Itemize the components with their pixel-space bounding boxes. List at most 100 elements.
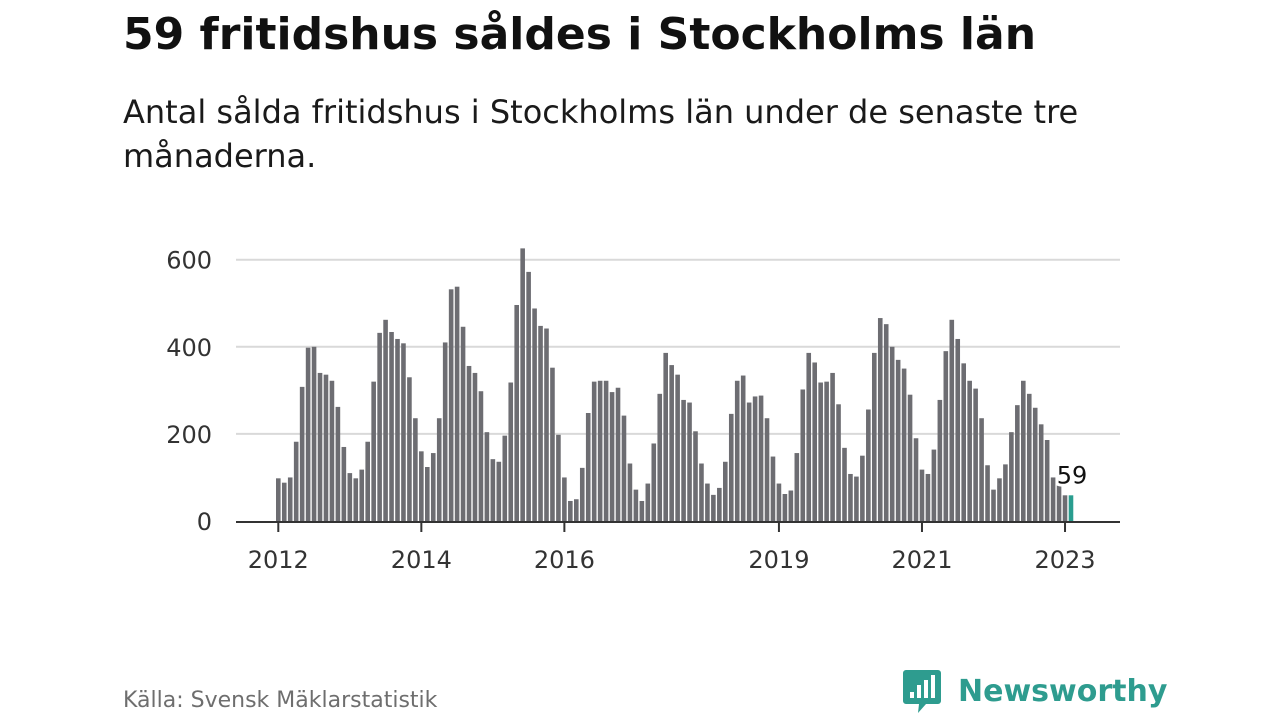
bar [633, 489, 639, 521]
bar [436, 418, 442, 521]
bar [913, 438, 919, 521]
x-axis [236, 521, 1120, 532]
bar [305, 347, 311, 521]
x-tick-label: 2016 [534, 546, 595, 574]
bar [550, 367, 555, 521]
bar [877, 318, 883, 521]
bar [532, 308, 537, 521]
bar [341, 446, 347, 521]
bar [675, 374, 680, 521]
bar [520, 248, 525, 521]
bar [919, 469, 925, 521]
bar [758, 395, 764, 521]
bar [746, 402, 752, 521]
bar [347, 473, 353, 521]
chart-title: 59 fritidshus såldes i Stockholms län [123, 9, 1037, 60]
bar [651, 443, 657, 521]
bar-chart: 0 200 400 600 2012 2014 2016 2019 2021 2023 59 [166, 247, 1120, 574]
bar [591, 381, 597, 521]
bar [603, 380, 609, 521]
bar [597, 380, 603, 521]
bar [407, 377, 412, 521]
bar [985, 465, 990, 521]
bar [1050, 477, 1056, 521]
bar [1062, 495, 1068, 521]
x-tick-label: 2023 [1034, 546, 1095, 574]
bar-chart-speech-bubble-icon [903, 670, 941, 713]
bar [717, 487, 722, 521]
bar [818, 382, 823, 521]
bar [1038, 424, 1044, 521]
bar [1026, 393, 1032, 521]
bar [335, 406, 341, 521]
bar [287, 477, 293, 521]
bar [907, 394, 913, 521]
brand-name: Newsworthy [958, 673, 1168, 709]
bar [383, 319, 388, 521]
bar [609, 392, 615, 521]
bar [460, 326, 466, 521]
bar [669, 365, 674, 521]
x-axis-tick-labels: 2012 2014 2016 2019 2021 2023 [248, 546, 1096, 574]
bar [740, 375, 746, 521]
bar [1003, 464, 1008, 521]
bar [997, 478, 1002, 521]
bar [484, 432, 490, 521]
chart-subtitle: Antal sålda fritidshus i Stockholms län … [123, 93, 1079, 175]
y-tick-label: 400 [166, 334, 212, 362]
newsworthy-logo[interactable]: Newsworthy [902, 668, 1167, 714]
bar [943, 351, 949, 521]
bar [615, 387, 621, 521]
bar [812, 362, 817, 521]
bar [872, 352, 877, 521]
bar [961, 363, 966, 521]
highlighted-bar [1068, 495, 1074, 521]
bar [752, 396, 758, 521]
bar [1021, 380, 1026, 521]
x-tick-label: 2019 [748, 546, 809, 574]
bar [585, 413, 591, 521]
bar [728, 413, 734, 521]
bar [991, 489, 996, 521]
bar [448, 289, 454, 521]
bar [538, 325, 543, 521]
bar [764, 418, 770, 521]
bar [824, 381, 829, 521]
x-tick-label: 2012 [248, 546, 309, 574]
bar [806, 352, 812, 521]
bar [389, 331, 394, 521]
bar [931, 449, 937, 521]
bar [299, 386, 305, 521]
bar [776, 483, 782, 521]
y-tick-label: 200 [166, 421, 212, 449]
bar [883, 324, 889, 521]
bar [544, 328, 549, 521]
bar [794, 453, 800, 521]
bar [502, 435, 508, 521]
bar [711, 494, 716, 521]
bar [472, 372, 478, 521]
bar-series [276, 248, 1074, 521]
bar [681, 399, 686, 521]
source-credit: Källa: Svensk Mäklarstatistik [123, 688, 438, 713]
x-tick-label: 2014 [391, 546, 452, 574]
y-axis-tick-labels: 0 200 400 600 [166, 247, 212, 536]
bar [770, 456, 776, 521]
bar [556, 434, 561, 521]
bar [645, 483, 651, 521]
bar [490, 459, 496, 521]
bar [514, 304, 519, 521]
bar [317, 372, 323, 521]
bar [395, 338, 400, 521]
bar [276, 478, 281, 521]
bar [627, 463, 633, 521]
bar [1009, 432, 1014, 521]
bar [937, 399, 943, 521]
bar [854, 476, 859, 521]
bar [836, 404, 841, 521]
bar [1015, 405, 1020, 521]
bar [895, 359, 901, 521]
bar [353, 478, 359, 521]
bar [663, 352, 668, 521]
bar [901, 368, 907, 521]
